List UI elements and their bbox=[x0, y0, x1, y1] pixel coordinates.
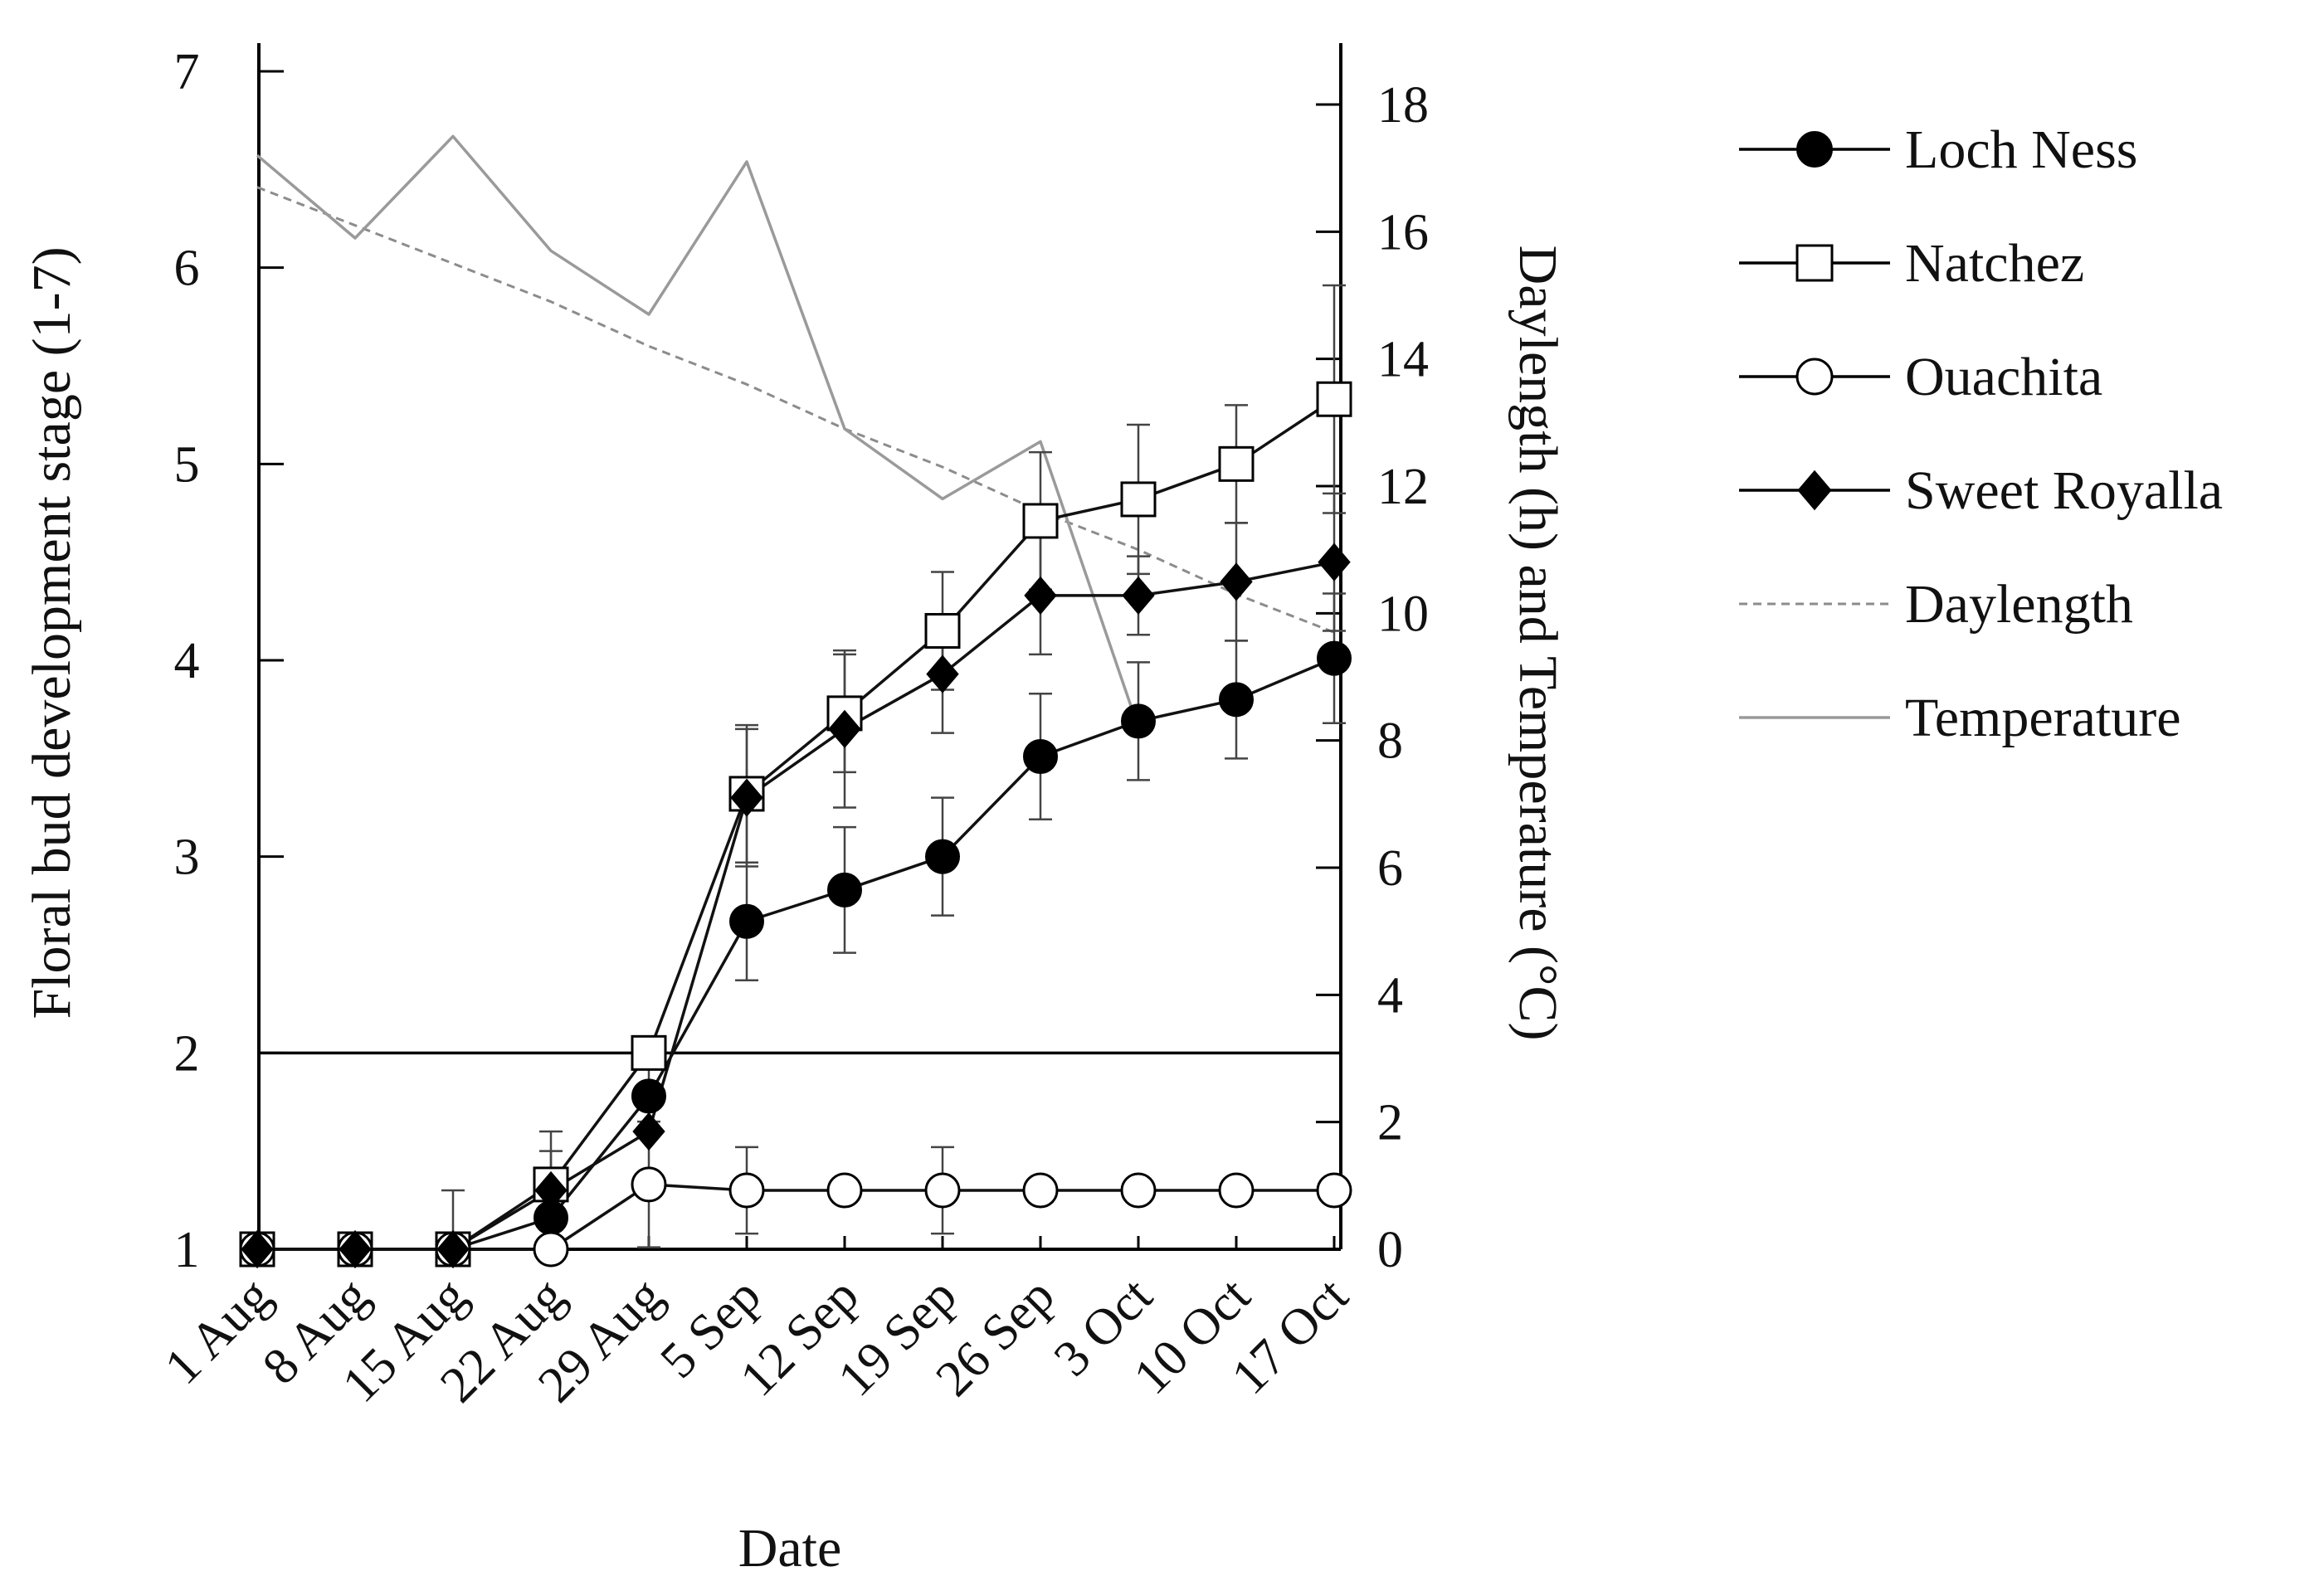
ouachita-point bbox=[826, 1172, 863, 1209]
x-axis-title: Date bbox=[738, 1518, 842, 1579]
left-axis-tick-label: 3 bbox=[174, 830, 200, 886]
legend-marker bbox=[1795, 244, 1834, 282]
ouachita-point bbox=[1218, 1172, 1255, 1209]
loch-ness-point bbox=[631, 1078, 666, 1114]
sweet-royalla-point bbox=[926, 654, 959, 693]
right-axis-tick-label: 6 bbox=[1377, 840, 1403, 897]
natchez-point bbox=[1022, 503, 1059, 539]
sweet-royalla-point bbox=[241, 1229, 274, 1269]
left-axis-tick-label: 1 bbox=[174, 1222, 200, 1278]
natchez-line bbox=[257, 397, 1335, 1251]
loch-ness-point bbox=[1121, 703, 1156, 739]
legend-label: Natchez bbox=[1905, 233, 2084, 294]
right-axis-tick-label: 10 bbox=[1377, 586, 1429, 642]
legend-label: Sweet Royalla bbox=[1905, 460, 2223, 521]
ouachita-point bbox=[1316, 1172, 1352, 1209]
sweet-royalla-point bbox=[828, 709, 861, 748]
ouachita-point bbox=[1022, 1172, 1059, 1209]
legend-item-ouachita: Ouachita bbox=[1739, 347, 2102, 407]
sweet-royalla-point bbox=[534, 1170, 568, 1210]
sweet-royalla-point bbox=[436, 1229, 470, 1269]
left-axis-title: Floral bud development stage (1-7) bbox=[22, 246, 82, 1019]
ouachita-point bbox=[631, 1166, 667, 1203]
x-axis-tick-label: 1 Aug bbox=[154, 1268, 282, 1395]
ouachita-point bbox=[924, 1172, 961, 1209]
sweet-royalla-point bbox=[339, 1229, 372, 1269]
right-axis-tick-label: 12 bbox=[1377, 459, 1429, 515]
legend-item-loch-ness: Loch Ness bbox=[1739, 119, 2137, 180]
right-axis-tick-label: 2 bbox=[1377, 1095, 1403, 1151]
sweet-royalla-point bbox=[632, 1112, 665, 1151]
ouachita-line bbox=[257, 1183, 1334, 1251]
sweet-royalla-point bbox=[1122, 576, 1155, 616]
loch-ness-point bbox=[729, 903, 764, 939]
legend-item-temperature: Temperature bbox=[1739, 688, 2181, 748]
right-axis-tick-label: 0 bbox=[1377, 1222, 1403, 1278]
legend-label: Daylength bbox=[1905, 574, 2133, 635]
legend-marker bbox=[1795, 358, 1834, 396]
right-axis-tick-label: 16 bbox=[1377, 204, 1429, 260]
ouachita-point bbox=[728, 1172, 765, 1209]
loch-ness-point bbox=[1317, 640, 1352, 676]
ouachita-point bbox=[533, 1231, 569, 1268]
sweet-royalla-point bbox=[730, 778, 763, 817]
right-axis-tick-label: 18 bbox=[1377, 77, 1429, 134]
legend-label: Ouachita bbox=[1905, 347, 2102, 407]
ouachita-point bbox=[1120, 1172, 1157, 1209]
natchez-point bbox=[924, 613, 961, 649]
right-axis-title: Daylength (h) and Temperature (°C) bbox=[1508, 246, 1568, 1041]
loch-ness-point bbox=[827, 872, 862, 907]
natchez-point bbox=[1120, 481, 1157, 518]
natchez-point bbox=[1218, 445, 1255, 482]
legend-marker bbox=[1797, 470, 1832, 511]
natchez-point bbox=[631, 1034, 667, 1071]
loch-ness-point bbox=[1023, 738, 1058, 774]
legend-marker bbox=[1796, 131, 1833, 168]
right-axis-tick-label: 8 bbox=[1377, 713, 1403, 770]
right-axis-tick-label: 14 bbox=[1377, 332, 1429, 388]
loch-ness-point bbox=[925, 839, 960, 874]
legend-item-sweet-royalla: Sweet Royalla bbox=[1739, 460, 2223, 521]
sweet-royalla-point bbox=[1220, 562, 1253, 601]
loch-ness-line bbox=[257, 657, 1335, 1251]
left-axis-tick-label: 6 bbox=[174, 241, 200, 297]
temperature-line bbox=[256, 134, 1140, 728]
legend-item-daylength: Daylength bbox=[1739, 574, 2133, 635]
left-axis-tick-label: 7 bbox=[174, 44, 200, 100]
left-axis-tick-label: 5 bbox=[174, 436, 200, 493]
legend-item-natchez: Natchez bbox=[1739, 233, 2084, 294]
daylength-line bbox=[256, 186, 1335, 634]
loch-ness-point bbox=[1219, 682, 1254, 718]
legend-label: Loch Ness bbox=[1905, 119, 2137, 180]
sweet-royalla-point bbox=[1024, 576, 1057, 616]
left-axis-tick-label: 2 bbox=[174, 1025, 200, 1082]
legend-label: Temperature bbox=[1905, 688, 2181, 748]
sweet-royalla-point bbox=[1318, 543, 1351, 581]
left-axis-tick-label: 4 bbox=[174, 633, 200, 689]
natchez-point bbox=[1316, 381, 1352, 417]
right-axis-tick-label: 4 bbox=[1377, 967, 1403, 1024]
